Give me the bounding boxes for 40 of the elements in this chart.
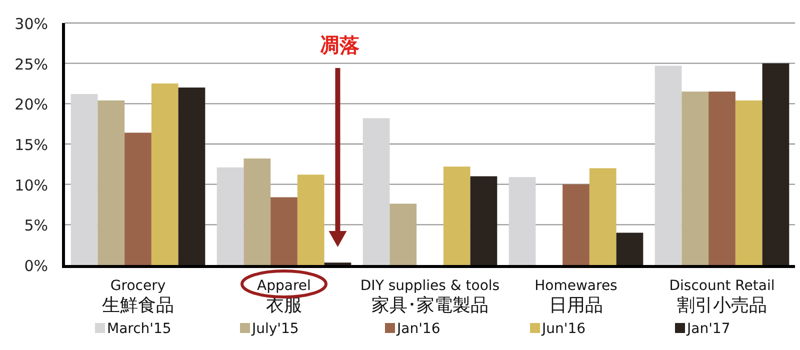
y-tick-label: 25% — [14, 55, 48, 74]
bar — [470, 176, 498, 265]
bar — [616, 232, 644, 265]
bar — [151, 84, 178, 265]
y-tick-label: 10% — [14, 176, 48, 194]
bar — [178, 88, 206, 265]
x-tick-label: Homewares 日用品 — [534, 278, 618, 316]
bar — [708, 92, 736, 265]
x-tick-label: Grocery 生鮮食品 — [102, 278, 174, 316]
bar — [98, 100, 125, 265]
bar — [70, 94, 98, 265]
legend-label: Jun'16 — [541, 321, 586, 337]
y-tick-label: 30% — [14, 15, 48, 33]
x-tick-label: Apparel 衣服 — [257, 278, 311, 316]
bar — [654, 66, 682, 265]
bar — [124, 132, 152, 265]
bar — [390, 204, 417, 265]
bar — [244, 158, 271, 265]
bar — [270, 197, 298, 265]
legend-label: Jan'16 — [396, 321, 440, 337]
bar — [508, 177, 536, 265]
bar — [762, 63, 790, 265]
bar — [216, 167, 244, 265]
y-tick-label: 0% — [24, 257, 48, 275]
y-tick-label: 20% — [14, 96, 48, 114]
bar — [562, 184, 590, 265]
legend-label: July'15 — [251, 321, 299, 337]
x-tick-label: DIY supplies & tools 家具･家電製品 — [360, 278, 500, 316]
legend-label: March'15 — [107, 321, 172, 337]
legend-label: Jan'17 — [686, 321, 730, 337]
y-tick-label: 15% — [14, 136, 48, 154]
bar — [735, 100, 762, 265]
bar — [443, 166, 470, 265]
bar — [362, 118, 390, 265]
y-tick-label: 5% — [24, 216, 48, 235]
annotation: 凋落 — [320, 33, 360, 57]
bar — [589, 168, 616, 265]
x-tick-label: Discount Retail 割引小売品 — [669, 278, 775, 316]
bar — [682, 92, 709, 265]
bar — [297, 174, 324, 265]
